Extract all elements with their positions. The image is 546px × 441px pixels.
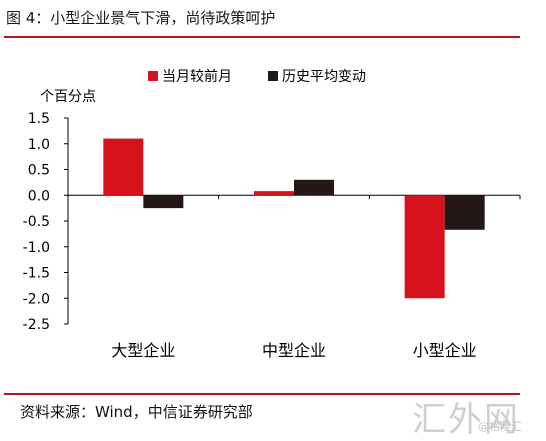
y-tick-label: 0.0 <box>28 188 50 204</box>
legend-label: 当月较前月 <box>162 68 232 85</box>
source-note: 资料来源：Wind，中信证券研究部 <box>20 403 253 421</box>
bar <box>404 195 445 299</box>
legend-swatch <box>148 71 158 81</box>
x-tick-label: 大型企业 <box>111 341 175 360</box>
y-tick-label: 1.5 <box>28 111 50 127</box>
bar <box>254 191 294 196</box>
x-axis-labels: 大型企业 中型企业 小型企业 <box>111 341 476 360</box>
watermark: 汇外网 <box>412 400 520 440</box>
legend-label: 历史平均变动 <box>282 69 366 85</box>
y-tick-label: -0.5 <box>23 214 50 230</box>
y-tick-label: -1.0 <box>23 240 50 256</box>
y-tick-label: 1.0 <box>28 137 50 153</box>
y-tick-label: 0.5 <box>28 163 50 179</box>
title-divider <box>4 36 520 38</box>
bar <box>103 138 144 196</box>
figure-title: 图 4：小型企业景气下滑，尚待政策呵护 <box>6 9 276 27</box>
x-tick-label: 中型企业 <box>262 341 326 360</box>
legend-swatch <box>268 71 278 81</box>
y-tick-label: -1.5 <box>23 266 50 282</box>
chart-legend: 当月较前月 历史平均变动 <box>148 68 366 85</box>
y-tick-label: -2.5 <box>23 317 50 333</box>
bar <box>444 195 485 230</box>
watermark-handle: @格隆汇 <box>478 420 522 433</box>
bars <box>103 138 485 299</box>
y-axis: 1.5 1.0 0.5 0.0 -0.5 -1.0 -1.5 -2.0 -2.5 <box>23 111 521 333</box>
bar-chart: 当月较前月 历史平均变动 个百分点 1.5 1.0 0.5 0.0 -0.5 -1.0 -1.… <box>23 68 521 360</box>
x-tick-label: 小型企业 <box>413 341 477 360</box>
footer-divider <box>4 393 520 395</box>
y-tick-label: -2.0 <box>23 291 50 307</box>
bar <box>294 179 334 196</box>
y-axis-label: 个百分点 <box>40 89 96 105</box>
bar <box>143 195 184 209</box>
